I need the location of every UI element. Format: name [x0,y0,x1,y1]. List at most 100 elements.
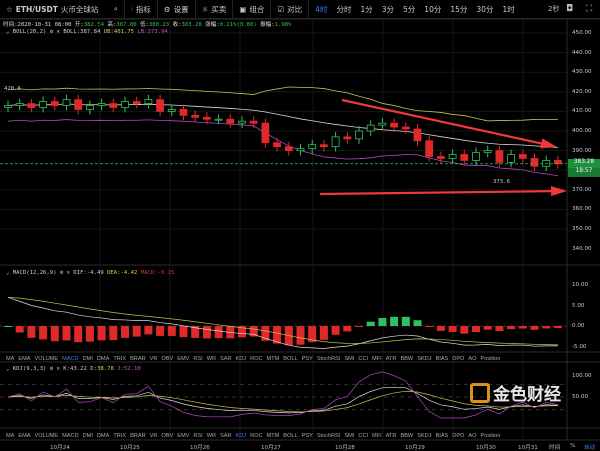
indicator-tab-trix[interactable]: TRIX [113,433,127,439]
indicator-tab-atr[interactable]: ATR [385,356,397,362]
timeframe-4h[interactable]: 4时 [315,4,328,14]
indicator-tab-vr[interactable]: VR [149,433,158,439]
timeframe-item[interactable]: 1时 [502,4,515,14]
indicator-tab-position[interactable]: Position [480,433,501,439]
indicator-tab-bias[interactable]: BIAS [435,356,449,362]
indicator-tab-ema[interactable]: EMA [18,433,31,439]
indicator-tab-skdj[interactable]: SKDJ [417,356,432,362]
indicator-tab-skdj[interactable]: SKDJ [417,433,432,439]
indicator-tab-wr[interactable]: WR [206,433,217,439]
indicator-tab-emv[interactable]: EMV [177,356,190,362]
indicator-tab-trix[interactable]: TRIX [113,356,127,362]
candle-body [261,122,270,144]
macd-histogram-bar [495,326,504,332]
macd-tick: -5.00 [572,343,587,350]
indicator-tab-kdj[interactable]: KDJ [235,433,247,439]
camera-icon[interactable]: ◘ [566,4,574,14]
timeframe-item[interactable]: 15分 [450,4,468,14]
tool-compare[interactable]: ☑ 对比 [271,0,310,19]
tool-combo[interactable]: ▣ 组合 [233,0,272,19]
indicator-tab-obv[interactable]: OBV [161,433,174,439]
indicator-tab-cci[interactable]: CCI [358,356,369,362]
date-label: 10月28 [335,445,355,451]
indicator-tab-bbw[interactable]: BBW [400,433,414,439]
indicator-tab-ao[interactable]: AO [468,356,477,362]
indicator-tab-brar[interactable]: BRAR [130,356,146,362]
indicator-tab-ma[interactable]: MA [6,356,15,362]
indicator-tab-dmi[interactable]: DMI [82,356,93,362]
indicator-tab-dmi[interactable]: DMI [82,433,93,439]
indicator-tab-dpo[interactable]: DPO [452,356,465,362]
indicator-tab-cci[interactable]: CCI [358,433,369,439]
close-icon[interactable]: ✕ [56,29,60,35]
indicator-tab-smi[interactable]: SMI [344,356,355,362]
star-icon[interactable]: ☆ [6,4,13,14]
indicator-tab-boll[interactable]: BOLL [283,433,298,439]
indicator-tab-obv[interactable]: OBV [161,356,174,362]
low-marker: 373.6 [493,179,510,185]
indicator-tab-psy[interactable]: PSY [301,433,313,439]
timeframe-item[interactable]: 10分 [424,4,442,14]
indicator-tab-boll[interactable]: BOLL [283,356,298,362]
indicator-tab-rsi[interactable]: RSI [193,433,203,439]
indicator-tab-macd[interactable]: MACD [62,433,79,439]
tool-settings[interactable]: ⚙ 设置 [158,0,196,19]
timeframe-item[interactable]: 1分 [360,4,373,14]
kdj-j-line [7,371,558,419]
indicator-tab-roc[interactable]: ROC [250,433,263,439]
macd-histogram-bar [448,326,457,332]
search-icon[interactable]: ⌕ [113,4,118,13]
indicator-tab-volume[interactable]: VOLUME [34,433,59,439]
indicator-tab-dma[interactable]: DMA [96,433,110,439]
indicator-tab-atr[interactable]: ATR [385,433,397,439]
indicator-tab-smi[interactable]: SMI [344,433,355,439]
candle-body [554,159,562,165]
tool-trade[interactable]: ☼ 买卖 [196,0,234,19]
tool-indicator[interactable]: ⫶ 指标 [125,0,158,19]
symbol-selector[interactable]: ☆ ETH/USDT 火币全球站 ⌕ [0,0,125,19]
indicator-tab-ma[interactable]: MA [6,433,15,439]
indicator-tab-mfi[interactable]: MFI [372,356,382,362]
auto-toggle[interactable]: 自动 [584,445,596,451]
indicator-tab-vr[interactable]: VR [149,356,158,362]
timeframe-item[interactable]: 5分 [403,4,416,14]
indicator-tab-bias[interactable]: BIAS [435,433,449,439]
indicator-tab-dma[interactable]: DMA [96,356,110,362]
indicator-tab-ema[interactable]: EMA [18,356,31,362]
indicator-tab-position[interactable]: Position [480,356,501,362]
indicator-tab-wr[interactable]: WR [206,356,217,362]
indicator-tab-mtm[interactable]: MTM [266,433,280,439]
macd-histogram-bar [331,326,340,335]
timeframe-item[interactable]: 30分 [476,4,494,14]
price-tick: 410.00 [572,108,592,115]
indicator-tab-sar[interactable]: SAR [220,433,232,439]
timeframe-item[interactable]: 3分 [381,4,395,14]
percent-toggle[interactable]: % [570,443,576,449]
indicator-tab-brar[interactable]: BRAR [130,433,146,439]
indicator-tab-mtm[interactable]: MTM [266,356,280,362]
indicator-tab-macd[interactable]: MACD [62,356,79,362]
candle-body [436,156,445,159]
indicator-tab-psy[interactable]: PSY [301,356,313,362]
indicator-tab-kdj[interactable]: KDJ [235,356,247,362]
price-tick: 360.00 [572,206,592,213]
indicator-tab-ao[interactable]: AO [468,433,477,439]
macd-histogram-bar [542,326,551,329]
indicator-tab-stochrsi[interactable]: StochRSI [316,433,341,439]
time-axis: 10月24 10月25 10月26 10月27 10月28 10月29 10月3… [0,443,600,451]
fullscreen-icon[interactable]: ⛶ [586,4,593,14]
indicator-tab-volume[interactable]: VOLUME [34,356,59,362]
candle-body [167,109,176,112]
indicator-tab-rsi[interactable]: RSI [193,356,203,362]
indicator-tab-dpo[interactable]: DPO [452,433,465,439]
indicator-tab-stochrsi[interactable]: StochRSI [316,356,341,362]
indicator-tab-emv[interactable]: EMV [177,433,190,439]
indicator-tab-mfi[interactable]: MFI [372,433,382,439]
settings-icon[interactable]: ⚙ [49,29,54,35]
timeframe-item[interactable]: 分时 [336,4,352,14]
indicator-tab-sar[interactable]: SAR [220,356,232,362]
indicator-tab-bbw[interactable]: BBW [400,356,414,362]
indicator-tab-roc[interactable]: ROC [250,356,263,362]
candle-body [132,101,141,104]
